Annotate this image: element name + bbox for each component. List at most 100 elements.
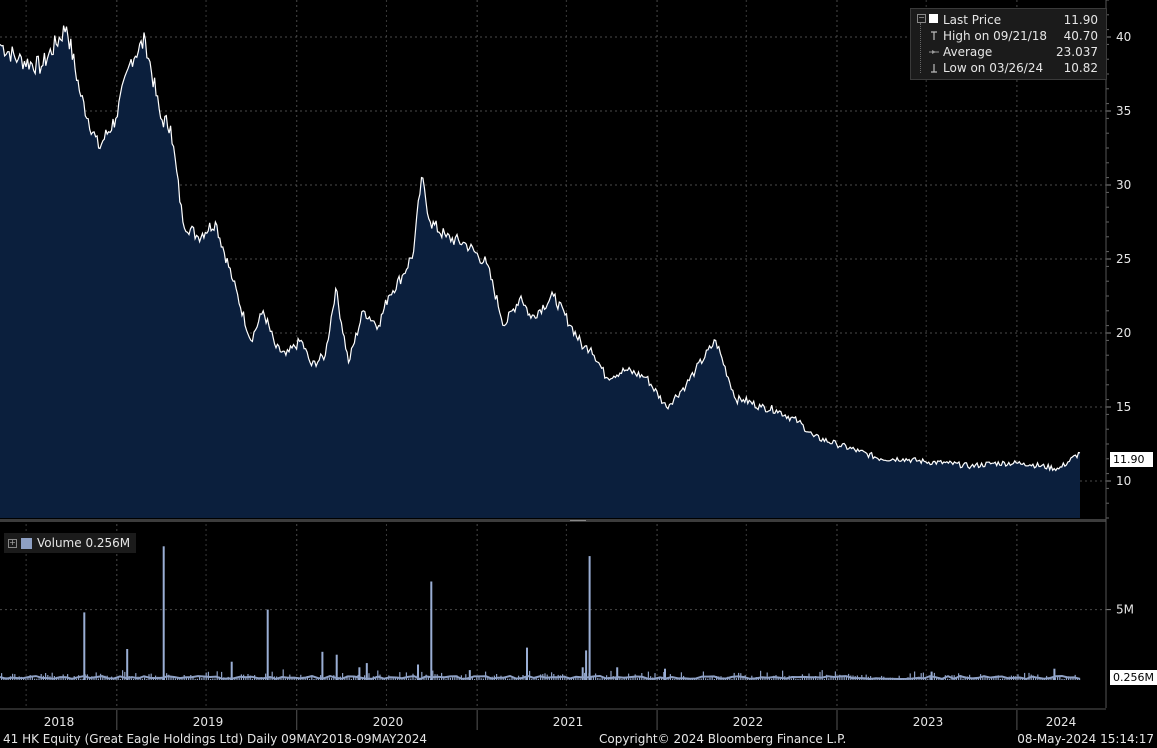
volume-bar [141, 678, 143, 680]
volume-bar [474, 679, 476, 680]
volume-bar [592, 676, 594, 680]
volume-bar [117, 677, 119, 680]
y-tick-label: 40 [1116, 30, 1131, 44]
panel-divider[interactable] [0, 519, 1106, 522]
volume-bar [251, 678, 253, 680]
legend-high-label: High on 09/21/18 [943, 29, 1048, 43]
volume-bar [177, 677, 179, 680]
volume-bar [680, 672, 682, 680]
volume-bar [991, 677, 993, 680]
volume-spike-bar [430, 581, 433, 680]
volume-bar [639, 677, 641, 680]
volume-bar [766, 672, 768, 680]
volume-bar [667, 678, 669, 680]
footer-copyright: Copyright© 2024 Bloomberg Finance L.P. [599, 732, 847, 746]
legend-low-label: Low on 03/26/24 [943, 61, 1044, 75]
volume-bar [427, 676, 429, 680]
volume-bar [729, 678, 731, 680]
x-tick-label: 2019 [193, 715, 224, 729]
volume-bar [566, 678, 568, 680]
volume-bar [674, 678, 676, 680]
volume-spike-bar [526, 647, 528, 680]
volume-legend[interactable]: + Volume 0.256M [4, 533, 137, 553]
volume-bar [537, 678, 539, 680]
volume-bar [779, 678, 781, 680]
volume-bar [93, 678, 95, 680]
volume-bar [269, 677, 271, 680]
volume-bar [221, 671, 223, 680]
volume-bar [293, 678, 295, 680]
volume-bar [735, 678, 737, 680]
volume-bar [1065, 677, 1067, 680]
volume-bar [975, 678, 977, 680]
volume-bar [498, 678, 500, 680]
legend-last-label: Last Price [943, 13, 1002, 27]
volume-bar [344, 678, 346, 680]
volume-bar [709, 677, 711, 680]
volume-bar [804, 676, 806, 680]
volume-bar [287, 678, 289, 680]
volume-bar [698, 678, 700, 680]
legend-high-value: 40.70 [1063, 29, 1098, 43]
volume-bar [102, 675, 104, 680]
volume-bar [841, 676, 843, 680]
volume-bar [194, 678, 196, 680]
volume-bar [843, 676, 845, 680]
volume-bar [271, 671, 273, 680]
volume-bar [58, 678, 60, 680]
volume-bar [577, 676, 579, 680]
volume-bar [632, 676, 634, 680]
volume-bar [119, 679, 121, 680]
volume-bar [476, 677, 478, 680]
volume-bar [832, 677, 834, 680]
volume-bar [768, 678, 770, 680]
volume-bar [1028, 672, 1030, 680]
volume-bar [782, 670, 784, 680]
panel-divider-grip[interactable] [570, 520, 586, 521]
volume-bar [909, 673, 911, 680]
volume-bar [170, 677, 172, 680]
volume-spike-bar [358, 667, 361, 680]
volume-bar [23, 678, 25, 680]
price-area [0, 25, 1080, 518]
volume-bar [1002, 678, 1004, 680]
volume-bar [212, 678, 214, 680]
price-legend[interactable]: − Last Price 11.90 High on 09/21/18 40.7… [910, 8, 1107, 80]
x-tick-label: 2020 [373, 715, 404, 729]
x-tick-label: 2024 [1046, 715, 1077, 729]
legend-row-average: Average 23.037 [943, 44, 1098, 60]
volume-bar [438, 678, 440, 680]
volume-bar [454, 677, 456, 680]
volume-bar [630, 678, 632, 680]
volume-bar [311, 676, 313, 680]
volume-bar [326, 677, 328, 680]
footer-security: 41 HK Equity (Great Eagle Holdings Ltd) … [3, 732, 428, 746]
legend-collapse-icon[interactable]: − [917, 13, 926, 23]
volume-bar [27, 676, 29, 680]
volume-bar [368, 673, 370, 680]
volume-bar [31, 676, 33, 680]
y-tick-label: 25 [1116, 252, 1131, 266]
volume-bar [447, 677, 449, 680]
volume-spike-bar [162, 546, 165, 680]
volume-bar [390, 678, 392, 680]
volume-legend-expand-icon[interactable]: + [8, 538, 17, 548]
volume-bar [916, 678, 918, 680]
volume-bar [711, 675, 713, 680]
volume-bar [999, 678, 1001, 680]
volume-bar [146, 678, 148, 680]
volume-bar [179, 678, 181, 680]
y-tick-label: 30 [1116, 178, 1131, 192]
volume-bar [394, 677, 396, 680]
volume-bar [216, 671, 218, 680]
price-line [0, 25, 1081, 472]
volume-bar [201, 678, 203, 680]
volume-bar [672, 678, 674, 680]
legend-low-value: 10.82 [1063, 61, 1098, 75]
volume-bar [196, 678, 198, 680]
y-tick-label: 10 [1116, 474, 1131, 488]
volume-bar [174, 678, 176, 680]
volume-bar [309, 678, 311, 680]
volume-bar [573, 678, 575, 680]
volume-bar [953, 675, 955, 680]
